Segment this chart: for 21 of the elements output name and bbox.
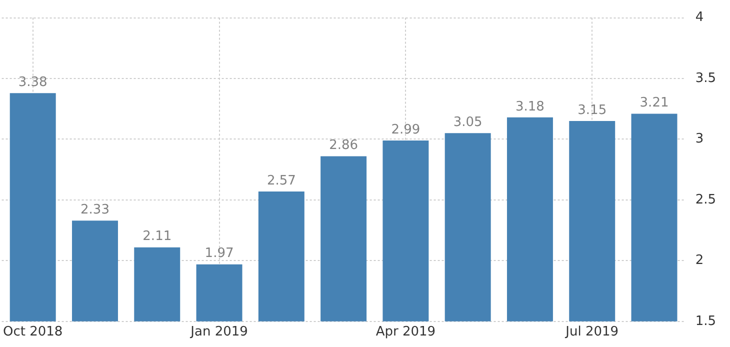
data-label: 1.97 [204, 246, 234, 262]
y-tick-label: 1.5 [695, 314, 716, 329]
data-label: 3.05 [453, 115, 482, 130]
data-label: 2.57 [266, 173, 296, 188]
x-tick-label: Jan 2019 [190, 324, 248, 340]
x-tick-label: Jul 2019 [564, 324, 619, 340]
y-tick-label: 2.5 [695, 192, 716, 208]
data-label: 2.86 [329, 138, 358, 154]
data-label: 3.15 [578, 102, 607, 118]
data-label: 2.33 [80, 202, 110, 218]
data-label: 3.18 [515, 99, 544, 114]
x-tick-label: Apr 2019 [376, 324, 436, 340]
data-label: 3.21 [640, 96, 669, 111]
y-tick-label: 4 [695, 10, 704, 26]
data-label: 2.99 [391, 122, 420, 138]
y-tick-label: 2 [695, 253, 704, 268]
y-tick-label: 3.5 [695, 70, 716, 86]
data-label: 3.38 [18, 74, 48, 90]
data-label: 2.11 [142, 229, 172, 244]
x-tick-label: Oct 2018 [2, 324, 63, 340]
y-tick-label: 3 [695, 132, 704, 147]
